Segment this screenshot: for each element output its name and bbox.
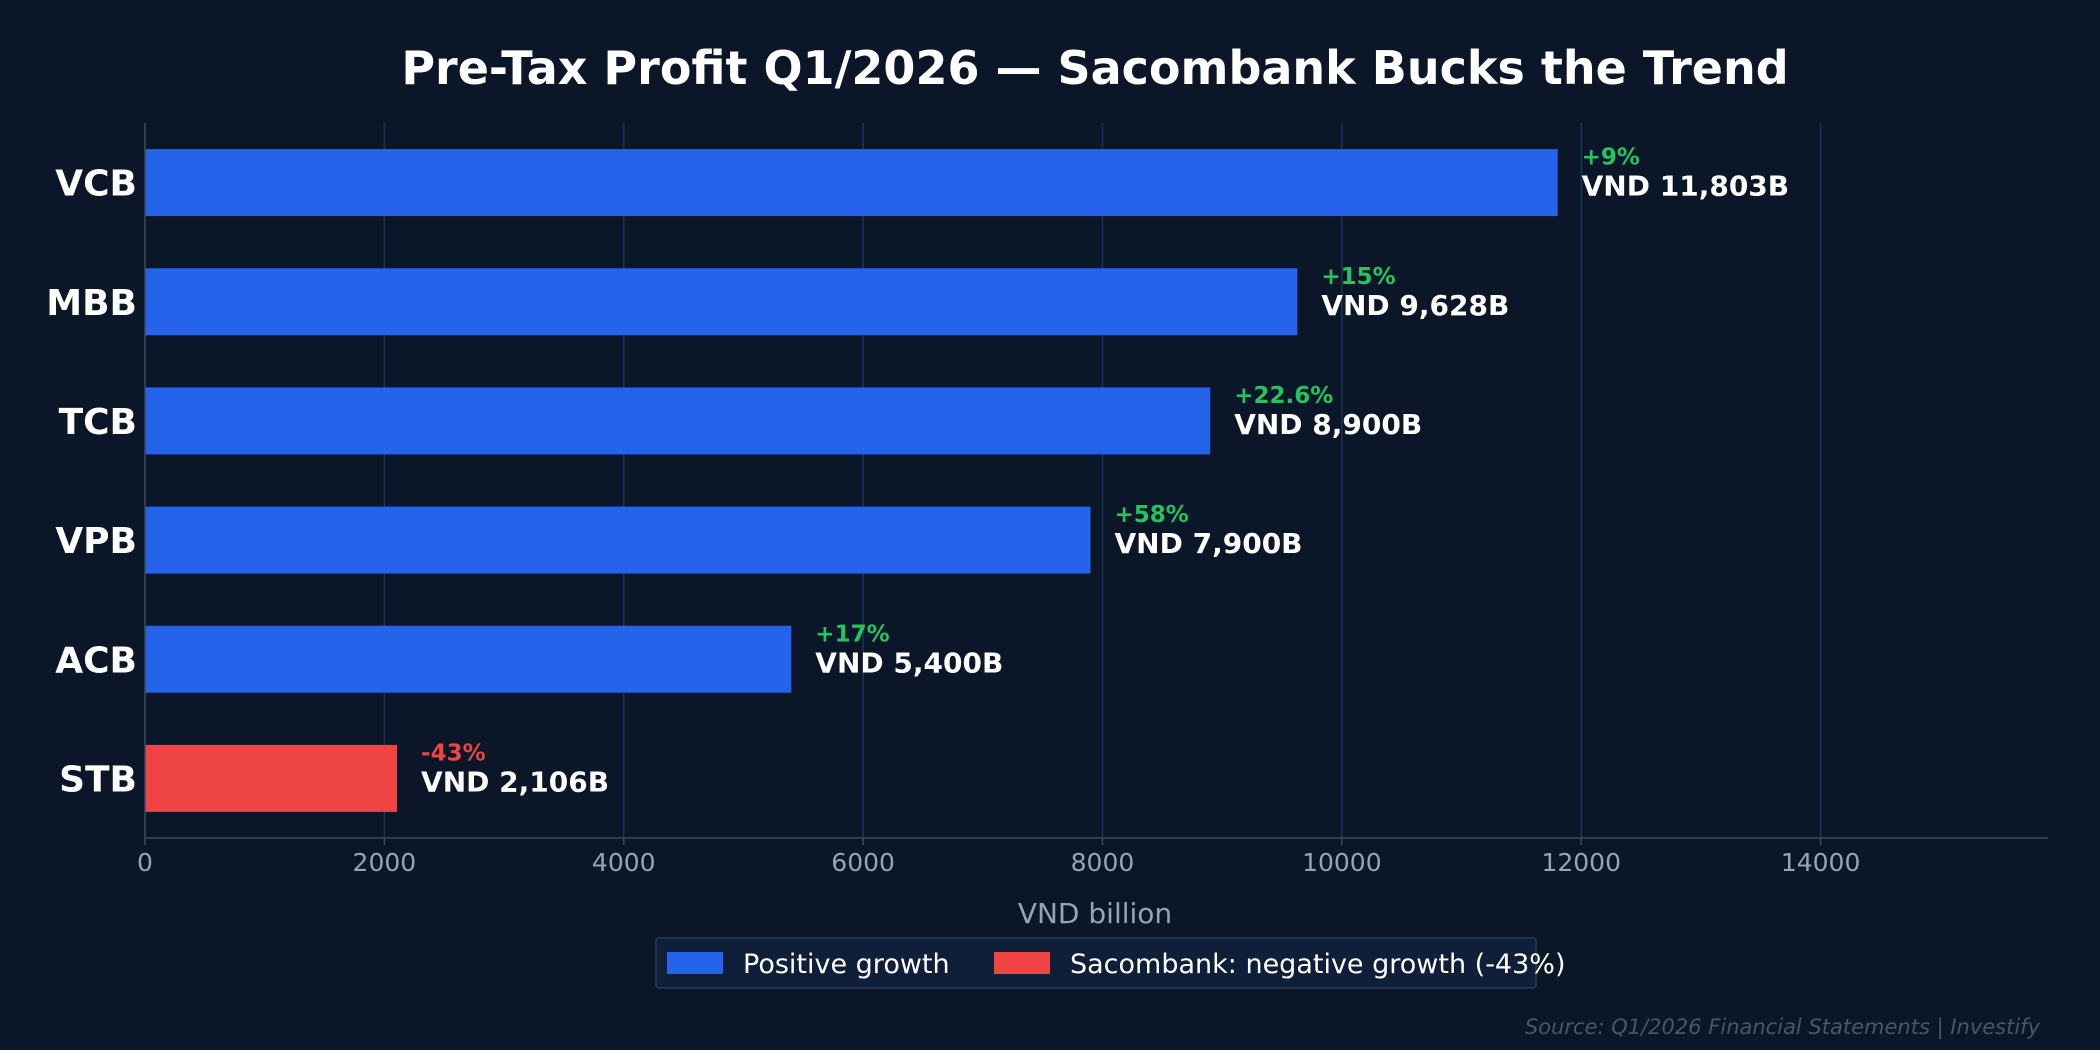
bars bbox=[145, 149, 1558, 812]
growth-label: +9% bbox=[1582, 145, 1640, 171]
gridlines bbox=[383, 123, 1822, 838]
category-label: ACB bbox=[55, 640, 137, 681]
x-tick-label: 8000 bbox=[1071, 848, 1135, 877]
category-label: STB bbox=[59, 759, 137, 800]
x-tick-label: 6000 bbox=[831, 848, 895, 877]
bar-vcb bbox=[145, 149, 1558, 217]
bar-stb bbox=[145, 744, 398, 812]
growth-label: -43% bbox=[421, 740, 486, 766]
value-label: VND 9,628B bbox=[1321, 289, 1509, 322]
value-label: VND 2,106B bbox=[421, 765, 609, 798]
x-axis: 0 2000 4000 6000 8000 10000 12000 14000 bbox=[137, 123, 2048, 877]
x-tick-label: 0 bbox=[137, 848, 153, 877]
bar-labels: VCB +9%VND 11,803B MBB +15%VND 9,628B TCB +22… bbox=[46, 145, 1789, 801]
x-tick-label: 4000 bbox=[592, 848, 656, 877]
value-label: VND 5,400B bbox=[815, 646, 1003, 679]
bar-acb bbox=[145, 625, 792, 693]
legend-swatch-negative bbox=[994, 952, 1050, 974]
x-tick-label: 2000 bbox=[353, 848, 417, 877]
source-note: Source: Q1/2026 Financial Statements | I… bbox=[1525, 1015, 2041, 1040]
value-label: VND 8,900B bbox=[1234, 408, 1422, 441]
chart-title: Pre-Tax Profit Q1/2026 — Sacombank Bucks… bbox=[401, 41, 1788, 95]
x-tick-label: 12000 bbox=[1541, 848, 1621, 877]
category-label: VCB bbox=[55, 164, 137, 205]
category-label: TCB bbox=[59, 402, 137, 443]
bar-mbb bbox=[145, 268, 1298, 336]
bar-tcb bbox=[145, 387, 1211, 455]
growth-label: +22.6% bbox=[1234, 383, 1333, 409]
growth-label: +15% bbox=[1321, 264, 1395, 290]
value-label: VND 7,900B bbox=[1115, 527, 1303, 560]
legend-label-positive: Positive growth bbox=[743, 949, 950, 980]
bar-vpb bbox=[145, 506, 1091, 574]
x-tick-label: 14000 bbox=[1781, 848, 1861, 877]
growth-label: +17% bbox=[815, 621, 889, 647]
legend-frame bbox=[655, 937, 1537, 989]
x-tick-label: 10000 bbox=[1302, 848, 1382, 877]
legend: Positive growth Sacombank: negative growt… bbox=[655, 937, 1565, 989]
value-label: VND 11,803B bbox=[1582, 170, 1789, 203]
growth-label: +58% bbox=[1115, 502, 1189, 528]
category-label: MBB bbox=[46, 283, 137, 324]
x-axis-title: VND billion bbox=[1018, 897, 1172, 930]
category-label: VPB bbox=[55, 521, 137, 562]
legend-swatch-positive bbox=[667, 952, 723, 974]
legend-label-negative: Sacombank: negative growth (-43%) bbox=[1070, 949, 1565, 980]
